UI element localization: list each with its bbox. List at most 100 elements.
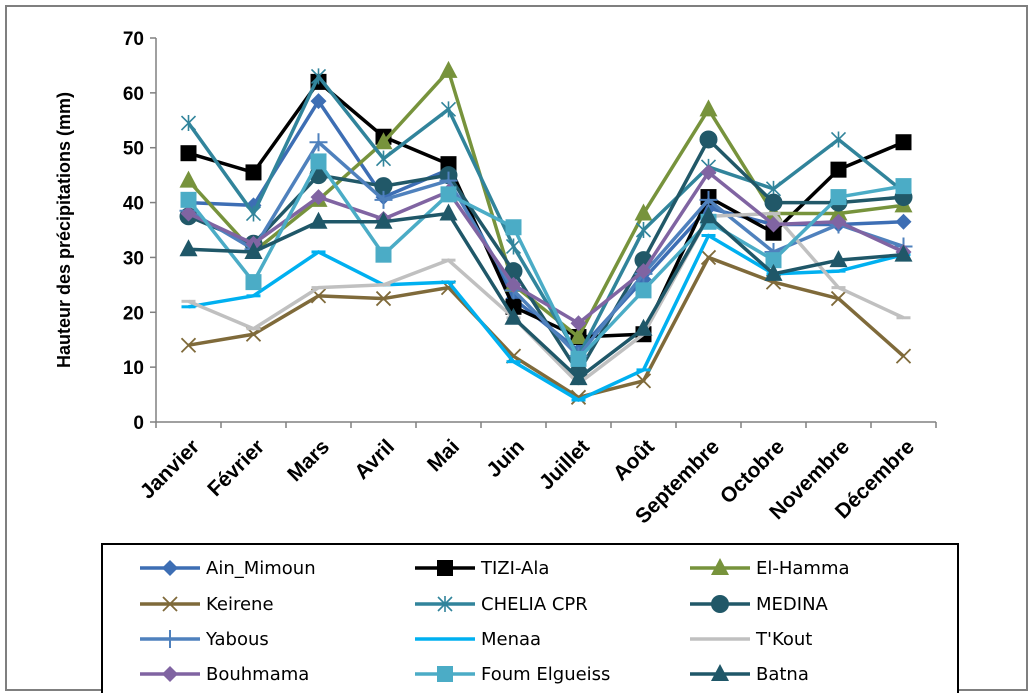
- data-point-yabous: [309, 133, 328, 152]
- legend-item-batna: Batna: [690, 664, 809, 685]
- data-point-el-hamma: [179, 170, 198, 188]
- data-point-medina: [699, 130, 718, 149]
- data-point-tizi-ala: [895, 134, 912, 151]
- data-point-tizi-ala: [180, 145, 197, 162]
- data-point-batna: [374, 211, 393, 229]
- data-point-medina: [764, 193, 783, 212]
- data-point-foum-elgueiss: [505, 219, 522, 236]
- legend-label: T'Kout: [755, 629, 812, 650]
- legend-item-tizi-ala: TIZI-Ala: [415, 558, 549, 579]
- legend-label: Menaa: [481, 629, 541, 650]
- legend-label: Yabous: [205, 629, 269, 650]
- series-line-t-kout: [187, 211, 905, 386]
- legend-box: [101, 543, 959, 693]
- data-point-keirene: [635, 373, 652, 389]
- data-point-ain-mimoun: [310, 93, 327, 110]
- series-line-foum-elgueiss: [187, 159, 904, 361]
- legend: Ain_Mimoun TIZI-Ala El-Hamma Keirene CHELIA …: [140, 558, 850, 685]
- legend-label: MEDINA: [756, 594, 829, 615]
- y-tick-label: 70: [123, 29, 144, 50]
- legend-label: Bouhmama: [206, 664, 309, 685]
- data-point-foum-elgueiss: [375, 246, 392, 263]
- data-point-el-hamma: [634, 203, 653, 221]
- legend-swatch-marker: [162, 666, 178, 682]
- data-point-tizi-ala: [830, 161, 847, 178]
- data-point-bouhmama: [180, 205, 197, 222]
- legend-label: TIZI-Ala: [480, 558, 549, 579]
- data-point-medina: [374, 177, 393, 196]
- legend-item-el-hamma: El-Hamma: [690, 558, 850, 579]
- legend-label: Ain_Mimoun: [206, 558, 316, 579]
- y-tick-label: 0: [133, 413, 144, 434]
- legend-label: Foum Elgueiss: [481, 664, 610, 685]
- data-point-chelia-cpr: [180, 115, 197, 132]
- data-point-batna: [829, 250, 848, 268]
- data-point-batna: [309, 211, 328, 229]
- legend-swatch-marker: [437, 596, 453, 612]
- legend-swatch-marker: [437, 666, 453, 682]
- data-point-batna: [439, 203, 458, 221]
- data-point-bouhmama: [635, 263, 652, 280]
- y-axis-title: Hauteur des précipitations (mm): [54, 92, 74, 368]
- y-tick-label: 60: [123, 84, 144, 105]
- data-point-el-hamma: [699, 99, 718, 117]
- data-point-chelia-cpr: [245, 205, 262, 222]
- data-point-foum-elgueiss: [895, 178, 912, 195]
- data-point-bouhmama: [310, 189, 327, 206]
- data-point-ain-mimoun: [895, 213, 912, 230]
- legend-item-yabous: Yabous: [140, 629, 269, 650]
- series-line-keirene: [188, 255, 905, 400]
- data-point-chelia-cpr: [830, 131, 847, 148]
- data-point-foum-elgueiss: [765, 252, 782, 269]
- legend-label: El-Hamma: [756, 558, 850, 579]
- series-line-bouhmama: [187, 170, 905, 326]
- data-point-batna: [634, 318, 653, 336]
- data-point-foum-elgueiss: [180, 191, 197, 208]
- data-point-chelia-cpr: [310, 68, 327, 85]
- data-point-foum-elgueiss: [310, 153, 327, 170]
- legend-swatch-marker: [161, 630, 179, 648]
- data-point-batna: [244, 241, 263, 259]
- data-point-batna: [179, 239, 198, 257]
- legend-item-medina: MEDINA: [690, 594, 829, 615]
- y-tick-label: 30: [123, 248, 144, 269]
- y-tick-label: 10: [123, 358, 144, 379]
- legend-label: Keirene: [206, 594, 274, 615]
- data-point-chelia-cpr: [375, 150, 392, 167]
- series-lines: [179, 60, 913, 405]
- y-tick-label: 50: [123, 139, 144, 160]
- data-point-batna: [504, 307, 523, 325]
- legend-item-keirene: Keirene: [140, 594, 274, 615]
- legend-item-menaa: Menaa: [415, 629, 541, 650]
- data-point-foum-elgueiss: [570, 350, 587, 367]
- data-point-bouhmama: [570, 315, 587, 332]
- legend-swatch-marker: [162, 560, 178, 576]
- data-point-keirene: [830, 290, 847, 307]
- series-line-el-hamma: [187, 69, 904, 339]
- legend-swatch-marker: [162, 596, 178, 612]
- data-point-keirene: [180, 337, 197, 353]
- legend-swatch-marker: [711, 595, 729, 613]
- data-point-batna: [894, 244, 913, 262]
- data-point-foum-elgueiss: [245, 274, 262, 291]
- legend-item-chelia-cpr: CHELIA CPR: [415, 594, 588, 615]
- legend-item-ain-mimoun: Ain_Mimoun: [140, 558, 316, 579]
- data-point-yabous: [374, 190, 393, 209]
- data-point-chelia-cpr: [505, 238, 522, 255]
- data-point-keirene: [570, 389, 587, 405]
- data-point-el-hamma: [374, 132, 393, 150]
- data-point-batna: [569, 368, 588, 386]
- data-point-foum-elgueiss: [440, 186, 457, 203]
- data-point-bouhmama: [765, 216, 782, 233]
- y-tick-label: 20: [123, 303, 144, 324]
- series-line-chelia-cpr: [187, 74, 905, 358]
- data-point-el-hamma: [569, 326, 588, 344]
- data-point-foum-elgueiss: [635, 282, 652, 299]
- legend-item-t-kout: T'Kout: [690, 629, 812, 650]
- data-point-foum-elgueiss: [830, 189, 847, 206]
- legend-label: Batna: [756, 664, 809, 685]
- data-point-bouhmama: [830, 213, 847, 230]
- data-point-tizi-ala: [765, 224, 782, 241]
